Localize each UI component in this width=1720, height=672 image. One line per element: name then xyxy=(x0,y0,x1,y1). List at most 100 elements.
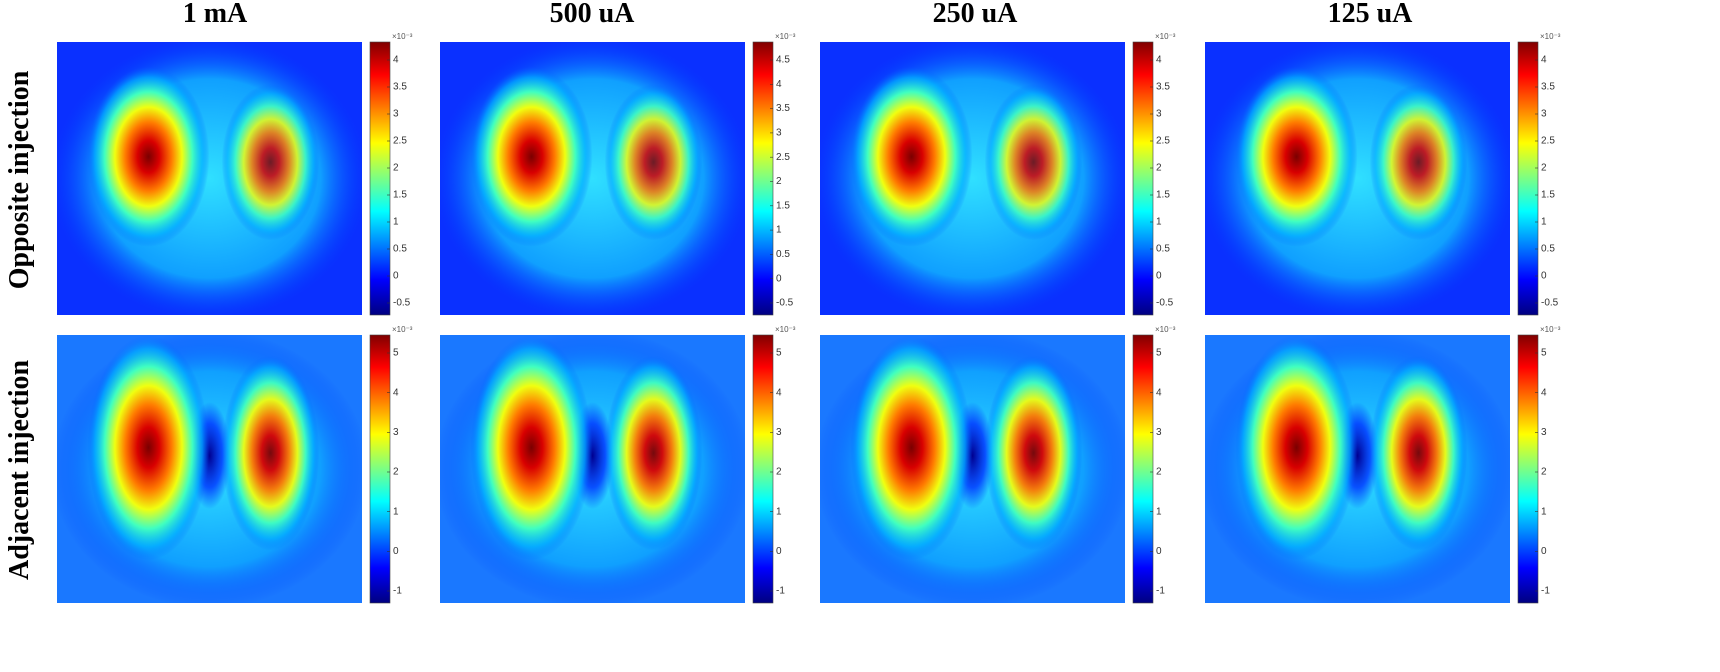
colorbar-tick-label: 3 xyxy=(1156,427,1162,438)
colorbar-tick-label: 4 xyxy=(393,387,399,398)
colorbar-tick-label: 2 xyxy=(1156,163,1162,174)
colorbar xyxy=(1517,41,1539,316)
heatmap xyxy=(57,42,362,315)
heatmap xyxy=(440,335,745,603)
heatmap-blob xyxy=(87,335,210,561)
colorbar-tick-label: 1.5 xyxy=(1541,190,1555,201)
colorbar-tick-label: 0 xyxy=(393,546,399,557)
colorbar-tick-label: 1.5 xyxy=(1156,190,1170,201)
colorbar-tick-label: 4 xyxy=(393,55,399,66)
colorbar-tick-label: 1 xyxy=(1156,217,1162,228)
heatmap-blob xyxy=(221,84,320,241)
colorbar-tick-label: 3 xyxy=(1156,109,1162,120)
column-title: 125 uA xyxy=(1328,0,1414,29)
colorbar-tick-label: 1 xyxy=(393,217,399,228)
colorbar-tick-label: 0 xyxy=(776,546,782,557)
colorbar-tick-label: 3 xyxy=(393,427,399,438)
colorbar-tick-label: 0 xyxy=(776,273,782,284)
colorbar-tick-label: -1 xyxy=(776,586,785,597)
colorbar-tick-label: 3.5 xyxy=(1541,82,1555,93)
colorbar-tick-label: 4 xyxy=(1156,55,1162,66)
colorbar-tick-label: 0 xyxy=(1541,546,1547,557)
colorbar-tick-label: 0.5 xyxy=(776,249,790,260)
colorbar-tick-label: 4 xyxy=(776,79,782,90)
colorbar-tick-label: 2.5 xyxy=(776,152,790,163)
colorbar-tick-label: 2.5 xyxy=(1541,136,1555,147)
colorbar-exponent: ×10⁻³ xyxy=(1540,32,1561,41)
colorbar xyxy=(1517,334,1539,604)
heatmap-blob xyxy=(984,355,1083,551)
heatmap-blob xyxy=(87,66,210,247)
colorbar-tick-label: 5 xyxy=(1541,348,1547,359)
colorbar-tick-label: 4.5 xyxy=(776,55,790,66)
colorbar-tick-label: 1 xyxy=(1156,506,1162,517)
colorbar-tick-label: 3.5 xyxy=(393,82,407,93)
column-title: 500 uA xyxy=(550,0,636,29)
colorbar-tick-label: 2.5 xyxy=(1156,136,1170,147)
colorbar-tick-label: 4 xyxy=(776,387,782,398)
colorbar-tick-label: 1 xyxy=(1541,217,1547,228)
heatmap-blob xyxy=(604,355,703,551)
colorbar-tick-label: -0.5 xyxy=(1156,298,1174,309)
colorbar-tick-label: 0 xyxy=(1156,546,1162,557)
colorbar-tick-label: 3.5 xyxy=(1156,82,1170,93)
colorbar xyxy=(369,41,391,316)
heatmap-blob xyxy=(850,335,973,561)
colorbar-tick-label: 2 xyxy=(393,163,399,174)
colorbar-exponent: ×10⁻³ xyxy=(1155,325,1176,334)
heatmap-blob xyxy=(984,84,1083,241)
colorbar-exponent: ×10⁻³ xyxy=(1155,32,1176,41)
heatmap-blob xyxy=(604,84,703,241)
colorbar-tick-label: 1 xyxy=(776,225,782,236)
colorbar-tick-label: 0 xyxy=(393,271,399,282)
colorbar-tick-label: 3 xyxy=(776,427,782,438)
colorbar-tick-label: -1 xyxy=(1156,586,1165,597)
colorbar-tick-label: 0 xyxy=(1541,271,1547,282)
heatmap xyxy=(1205,335,1510,603)
colorbar-tick-label: 3 xyxy=(1541,427,1547,438)
heatmap-blob xyxy=(221,355,320,551)
colorbar xyxy=(369,334,391,604)
colorbar-exponent: ×10⁻³ xyxy=(1540,325,1561,334)
colorbar-tick-label: -0.5 xyxy=(776,298,794,309)
heatmap-blob xyxy=(1369,84,1468,241)
colorbar-tick-label: 0.5 xyxy=(1156,244,1170,255)
colorbar xyxy=(752,41,774,316)
colorbar-tick-label: 4 xyxy=(1541,55,1547,66)
colorbar-tick-label: 2 xyxy=(393,467,399,478)
heatmap xyxy=(1205,42,1510,315)
heatmap xyxy=(820,42,1125,315)
colorbar-tick-label: 2 xyxy=(776,467,782,478)
heatmap-blob xyxy=(1369,355,1468,551)
colorbar-exponent: ×10⁻³ xyxy=(392,32,413,41)
heatmap-blob xyxy=(470,66,593,247)
colorbar-tick-label: -0.5 xyxy=(1541,298,1559,309)
row-title: Opposite injection xyxy=(4,70,35,289)
colorbar-tick-label: 1.5 xyxy=(393,190,407,201)
colorbar-tick-label: 2 xyxy=(776,176,782,187)
colorbar xyxy=(752,334,774,604)
colorbar-tick-label: -1 xyxy=(393,586,402,597)
colorbar-tick-label: 2 xyxy=(1541,467,1547,478)
heatmap xyxy=(440,42,745,315)
colorbar-tick-label: 2 xyxy=(1156,467,1162,478)
colorbar-tick-label: 4 xyxy=(1541,387,1547,398)
colorbar-tick-label: 3 xyxy=(393,109,399,120)
colorbar-tick-label: -1 xyxy=(1541,586,1550,597)
colorbar-tick-label: 1.5 xyxy=(776,200,790,211)
colorbar-tick-label: 1 xyxy=(776,506,782,517)
heatmap xyxy=(820,335,1125,603)
colorbar-exponent: ×10⁻³ xyxy=(775,32,796,41)
colorbar-tick-label: 0 xyxy=(1156,271,1162,282)
colorbar-tick-label: 1 xyxy=(1541,506,1547,517)
colorbar-tick-label: 5 xyxy=(393,348,399,359)
colorbar xyxy=(1132,41,1154,316)
colorbar-tick-label: 0.5 xyxy=(1541,244,1555,255)
column-title: 1 mA xyxy=(183,0,248,29)
colorbar-tick-label: 3 xyxy=(1541,109,1547,120)
colorbar-exponent: ×10⁻³ xyxy=(775,325,796,334)
colorbar-tick-label: 0.5 xyxy=(393,244,407,255)
column-title: 250 uA xyxy=(933,0,1019,29)
colorbar-tick-label: -0.5 xyxy=(393,298,411,309)
colorbar-tick-label: 5 xyxy=(776,348,782,359)
